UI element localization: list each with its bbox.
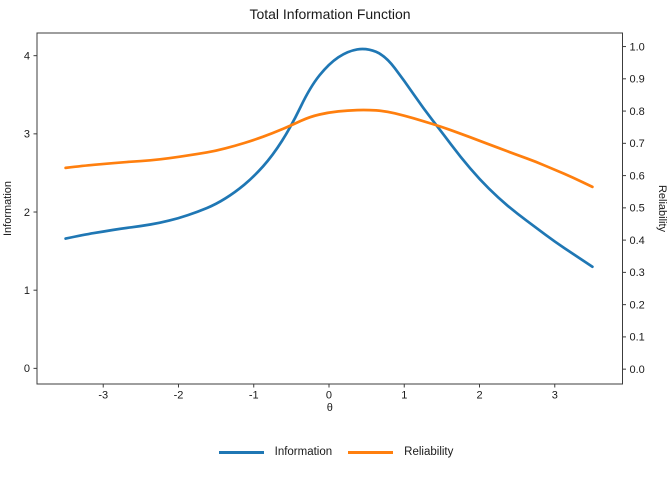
y-right-tick-label: 0.0 xyxy=(630,364,645,376)
y-right-tick-label: 0.1 xyxy=(630,332,645,344)
legend-line-swatch xyxy=(348,450,394,454)
series-line-reliability xyxy=(64,108,594,189)
legend-item-information: Information xyxy=(218,446,333,458)
y-right-tick-label: 0.7 xyxy=(630,138,645,150)
x-axis-label: θ xyxy=(327,402,333,414)
series-line-information xyxy=(64,47,594,269)
y-left-tick-label: 3 xyxy=(24,129,30,141)
y-right-tick-label: 0.8 xyxy=(630,106,645,118)
y-left-axis-label: Information xyxy=(2,181,14,236)
chart-title: Total Information Function xyxy=(249,6,411,22)
y-right-tick-label: 0.5 xyxy=(630,203,645,215)
x-axis-tick-label: 3 xyxy=(552,390,558,402)
x-axis-tick-label: -1 xyxy=(249,390,259,402)
y-left-tick-label: 0 xyxy=(24,363,30,375)
y-right-tick-label: 0.2 xyxy=(630,299,645,311)
x-axis-tick-label: -2 xyxy=(174,390,184,402)
y-right-axis-label: Reliability xyxy=(656,185,668,233)
y-right-tick-label: 0.9 xyxy=(630,74,645,86)
legend-label: Reliability xyxy=(404,446,454,458)
y-right-tick-label: 0.6 xyxy=(630,170,645,182)
y-left-tick-label: 1 xyxy=(24,285,30,297)
legend: Information Reliability xyxy=(0,446,672,458)
x-axis-tick-label: 0 xyxy=(326,390,332,402)
legend-line-swatch xyxy=(218,450,264,454)
legend-item-reliability: Reliability xyxy=(348,446,453,458)
legend-label: Information xyxy=(274,446,333,458)
plot-border xyxy=(36,32,623,385)
x-axis-tick-label: 1 xyxy=(401,390,407,402)
y-right-tick-label: 1.0 xyxy=(630,41,645,53)
y-right-tick-label: 0.4 xyxy=(630,235,645,247)
y-right-tick-label: 0.3 xyxy=(630,267,645,279)
y-left-tick-label: 2 xyxy=(24,207,30,219)
x-axis-tick-label: 2 xyxy=(476,390,482,402)
x-axis-tick-label: -3 xyxy=(98,390,108,402)
y-left-tick-label: 4 xyxy=(24,50,30,62)
